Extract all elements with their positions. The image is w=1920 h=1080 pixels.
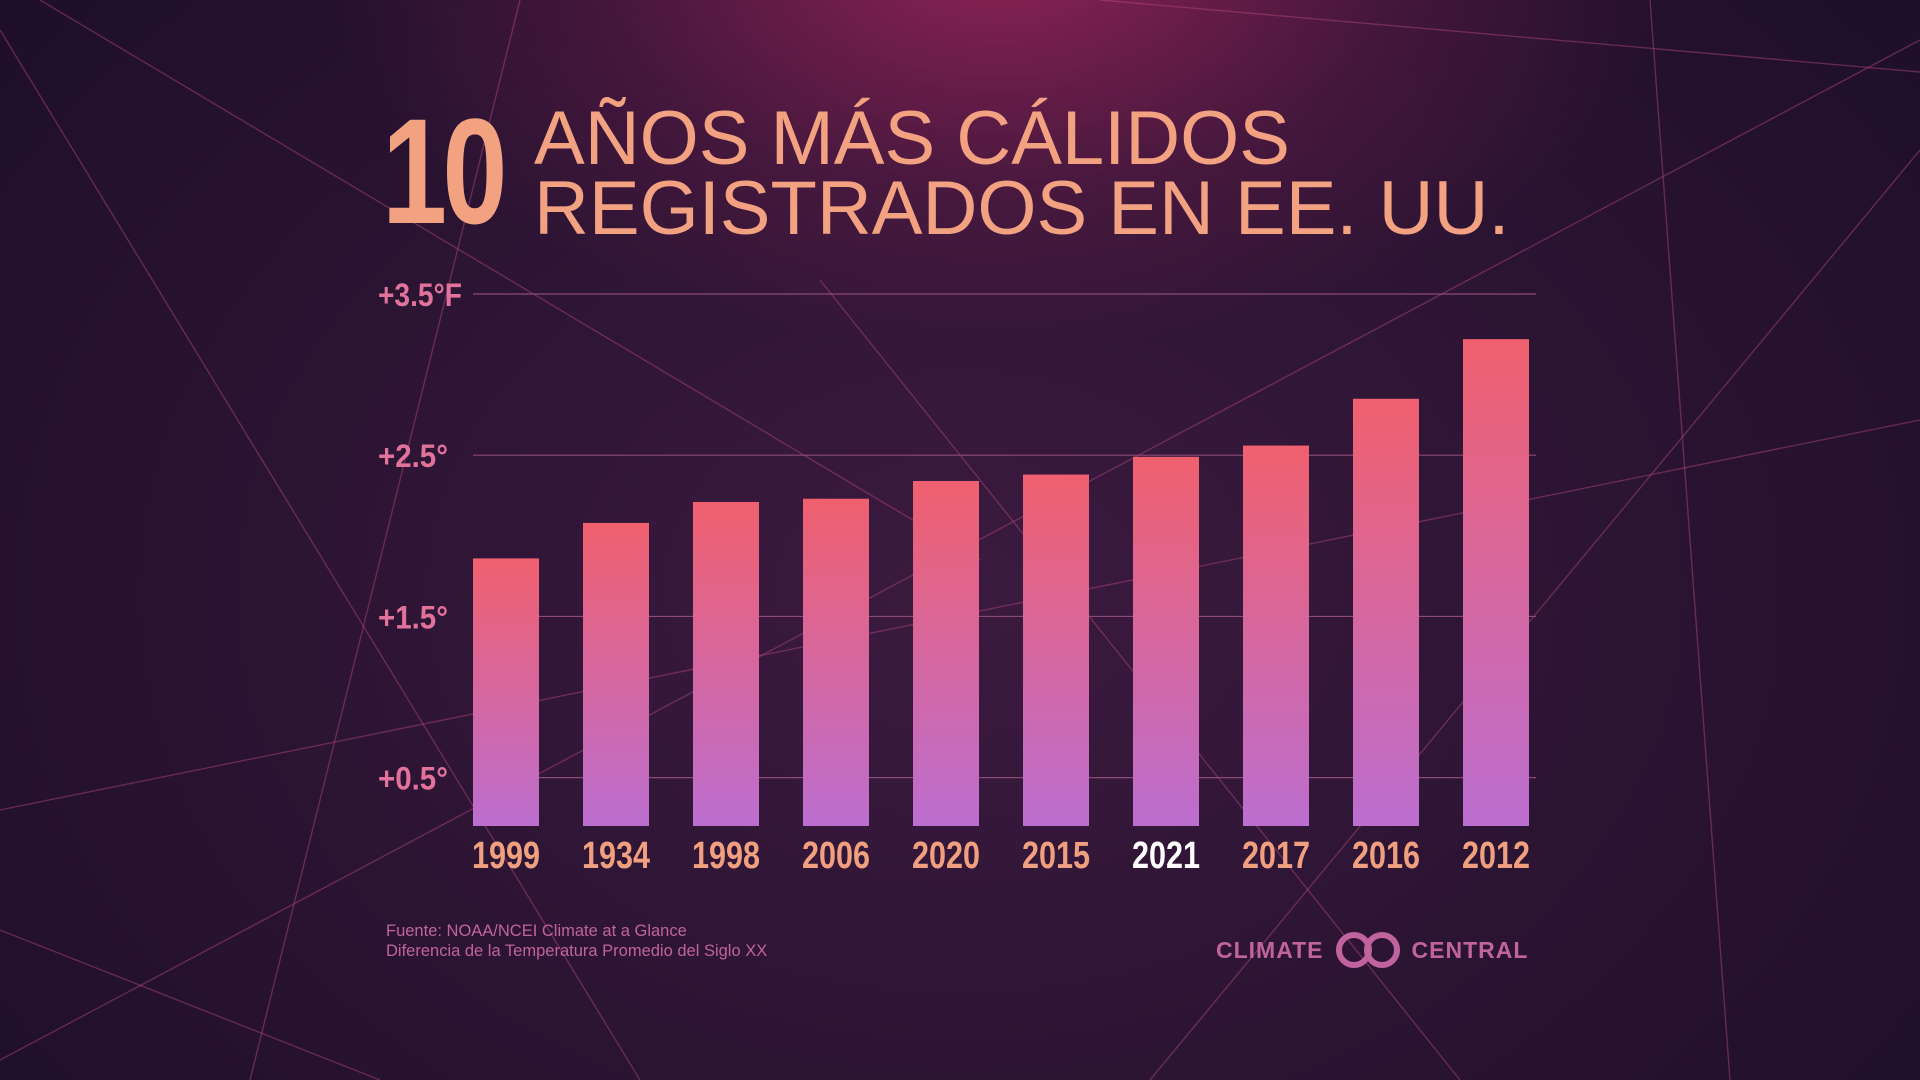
climate-central-logo: CLIMATE CENTRAL	[1216, 930, 1528, 970]
x-tick-label-2016: 2016	[1352, 835, 1420, 877]
bar-2017	[1243, 445, 1309, 826]
y-tick-label-1: +1.5°	[378, 599, 448, 635]
source-line-2: Diferencia de la Temperatura Promedio de…	[386, 942, 768, 960]
logo-rings-icon	[1335, 932, 1400, 968]
x-tick-label-2006: 2006	[802, 835, 870, 877]
x-tick-label-2020: 2020	[912, 835, 980, 877]
x-tick-label-2021: 2021	[1132, 835, 1200, 877]
chart-title: AÑOS MÁS CÁLIDOS REGISTRADOS EN EE. UU.	[534, 96, 1510, 251]
title-line-2: REGISTRADOS EN EE. UU.	[534, 166, 1510, 251]
source-note: Fuente: NOAA/NCEI Climate at a Glance Di…	[386, 921, 767, 961]
y-tick-label-2: +2.5°	[378, 438, 448, 474]
title-line-1: AÑOS MÁS CÁLIDOS	[534, 96, 1290, 181]
bar-2006	[803, 498, 869, 826]
bar-1999	[473, 558, 539, 826]
bar-2016	[1353, 398, 1419, 826]
x-tick-label-2012: 2012	[1462, 835, 1530, 877]
bar-2020	[913, 481, 979, 826]
title-number: 10	[382, 87, 507, 255]
source-line-1: Fuente: NOAA/NCEI Climate at a Glance	[386, 922, 687, 940]
x-tick-label-1999: 1999	[472, 835, 540, 877]
bar-2012	[1463, 339, 1529, 826]
x-tick-label-2017: 2017	[1242, 835, 1310, 877]
logo-text-right: CENTRAL	[1411, 936, 1529, 963]
y-tick-label-3: +3.5°F	[378, 277, 462, 313]
bar-1998	[693, 501, 759, 826]
x-tick-label-2015: 2015	[1022, 835, 1090, 877]
logo-text-left: CLIMATE	[1216, 936, 1324, 963]
y-tick-label-0: +0.5°	[378, 761, 448, 797]
bar-2021	[1133, 456, 1199, 826]
x-tick-label-1934: 1934	[582, 835, 650, 877]
x-tick-label-1998: 1998	[692, 835, 760, 877]
bar-1934	[583, 522, 649, 826]
bar-2015	[1023, 474, 1089, 826]
